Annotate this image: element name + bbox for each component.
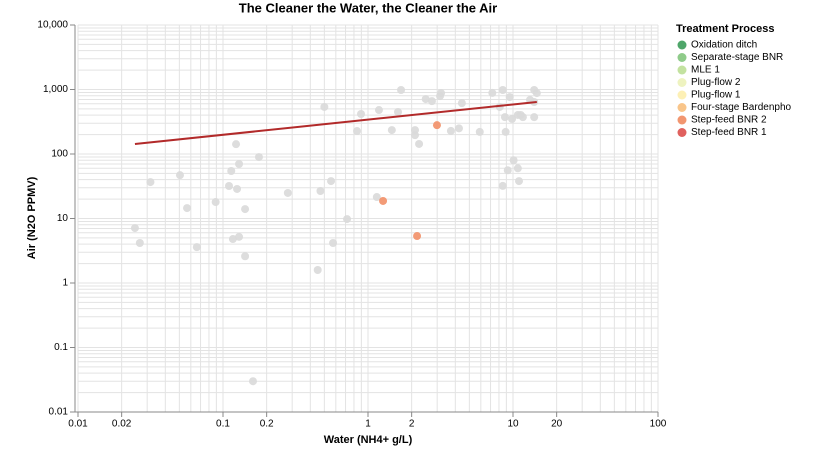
y-tick-label: 1,000 [43,84,68,95]
point [327,177,336,186]
x-axis-title: Water (NH4+ g/L) [324,434,413,446]
point [397,86,406,95]
point [192,243,201,252]
legend-label: Plug-flow 1 [691,90,741,101]
point [454,124,463,133]
point [353,127,362,136]
y-tick-label: 10 [57,213,69,224]
x-tick-label: 10 [507,419,519,430]
point [475,127,484,136]
point [372,193,381,202]
x-tick-label: 20 [551,419,563,430]
point [457,99,466,108]
point [505,93,514,102]
point [241,252,250,261]
point [488,88,497,97]
legend-label: Four-stage Bardenpho [691,102,792,113]
legend-swatch [677,40,687,50]
legend-label: Step-feed BNR 1 [691,127,767,138]
point [235,159,244,168]
legend-swatch [677,115,687,125]
point [421,95,430,104]
point [393,107,402,116]
point [411,126,420,135]
point [227,167,236,176]
point [211,198,220,207]
chart-title: The Cleaner the Water, the Cleaner the A… [239,0,497,15]
point [446,126,455,135]
point [183,204,192,213]
point [233,184,242,193]
point [146,178,155,187]
point [413,232,422,241]
point [508,114,517,123]
point [357,110,366,119]
point [374,106,383,115]
point [503,166,512,175]
point [498,86,507,95]
point [427,97,436,106]
y-tick-label: 0.01 [49,407,69,418]
point [509,156,518,165]
point [530,113,539,122]
y-tick-label: 100 [51,149,68,160]
point [329,239,338,248]
point [498,181,507,190]
point [387,126,396,135]
legend-swatch [677,65,687,75]
legend-label: Oxidation ditch [691,40,757,51]
legend-label: MLE 1 [691,65,720,76]
point [228,235,237,244]
legend-label: Plug-flow 2 [691,77,741,88]
point [235,232,244,241]
x-tick-label: 0.02 [112,419,132,430]
point [248,377,257,386]
legend-swatch [677,90,687,100]
legend-swatch [677,53,687,62]
point [313,266,322,275]
point [500,113,509,122]
point [515,177,524,186]
x-tick-label: 0.1 [216,419,230,430]
legend-title: Treatment Process [676,23,774,35]
legend-swatch [677,78,687,87]
point [518,113,527,122]
point [432,121,441,130]
x-tick-label: 2 [409,419,415,430]
point [283,188,292,197]
legend-swatch [677,128,687,137]
trend-line [134,101,537,145]
point [130,224,139,233]
x-tick-label: 1 [365,419,371,430]
point [501,127,510,136]
point [532,89,541,98]
x-tick-label: 0.2 [260,419,274,430]
legend-label: Step-feed BNR 2 [691,115,767,126]
legend-swatch [677,103,687,112]
point [320,102,329,111]
point [241,205,250,214]
point [316,186,325,195]
y-tick-label: 1 [62,278,68,289]
point [513,164,522,173]
point [225,182,234,191]
point [379,196,388,205]
y-tick-label: 10,000 [37,20,68,31]
point [175,171,184,180]
point [135,239,144,248]
y-axis-title: Air (N2O PPMV) [26,176,38,259]
point [415,139,424,148]
y-tick-label: 0.1 [54,342,68,353]
legend-label: Separate-stage BNR [691,52,783,63]
x-tick-label: 100 [650,419,667,430]
point [343,215,352,224]
point [437,89,446,98]
x-tick-label: 0.01 [68,419,88,430]
point [232,140,241,149]
point [254,153,263,162]
